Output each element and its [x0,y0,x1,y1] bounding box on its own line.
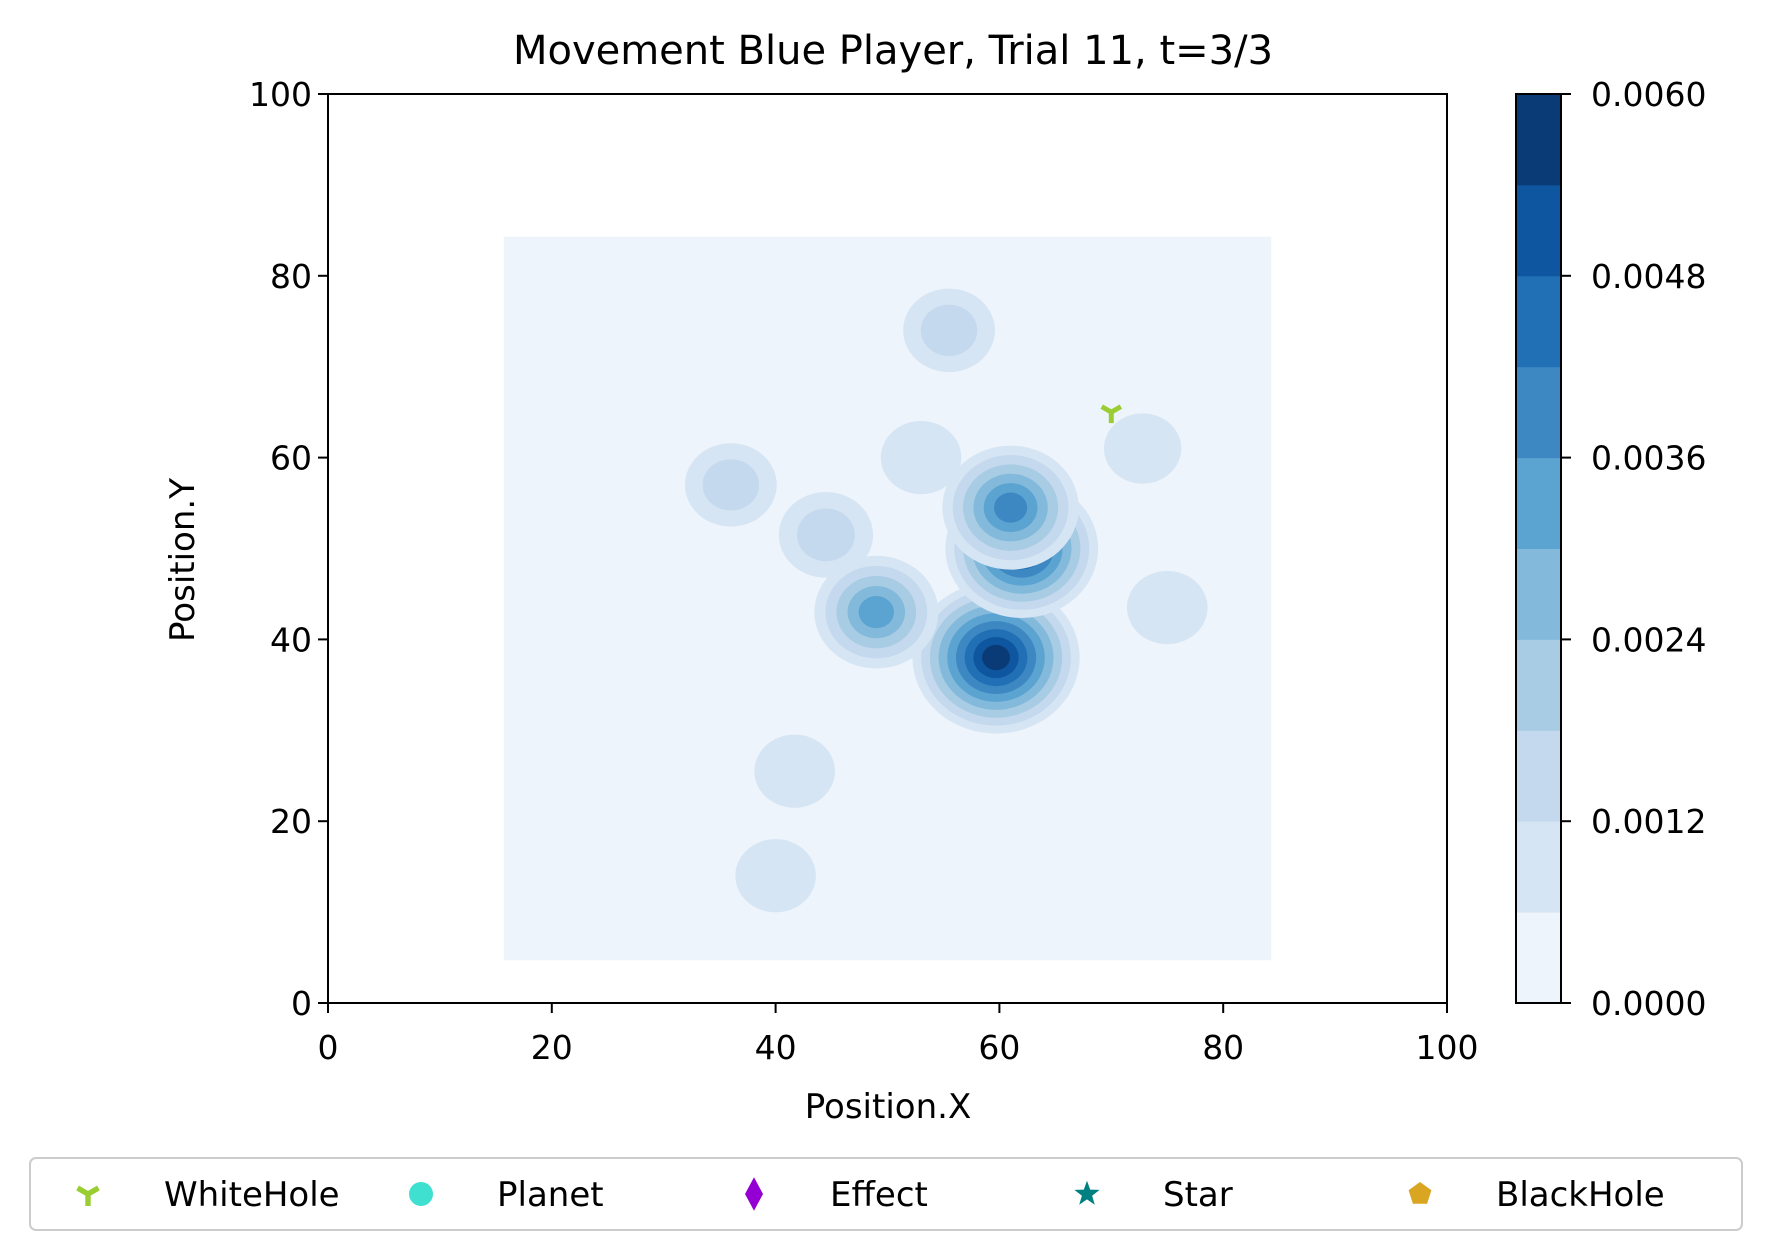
density-peak [814,555,939,669]
colorbar-tick-label: 0.0036 [1591,439,1706,478]
density-peak [1103,413,1182,484]
density-contour [880,420,962,495]
density-contour [702,459,760,511]
y-axis-label: Position.Y [163,478,203,642]
legend-frame [29,1157,1743,1231]
plot-frame [327,93,1448,1004]
density-contour [920,304,978,357]
colorbar-tick-label: 0.0048 [1591,257,1706,296]
density-contour [735,839,816,913]
x-tick-label: 20 [531,1028,573,1067]
colorbar-tick-label: 0.0000 [1591,984,1706,1023]
colorbar-band [1516,366,1561,459]
legend-label: BlackHole [1496,1175,1665,1215]
colorbar-band [1516,94,1561,186]
chart-title: Movement Blue Player, Trial 11, t=3/3 [513,28,1273,74]
density-peak [684,443,777,527]
x-tick-label: 80 [1202,1028,1244,1067]
legend-label: WhiteHole [164,1175,340,1215]
y-tick-label: 100 [249,75,312,114]
colorbar-band [1516,821,1561,913]
x-axis-ticks: 0 20 40 60 80 100 [318,1003,1479,1067]
density-peak [912,581,1080,734]
plot-area: 0 20 40 60 80 100 0 20 40 60 80 100 [249,75,1479,1067]
density-peak [1126,570,1208,645]
colorbar-band [1516,730,1561,822]
y-tick-label: 60 [270,439,312,478]
colorbar-frame [1515,93,1562,1004]
legend-entry-blackhole: BlackHole [1408,1175,1665,1215]
x-tick-label: 40 [755,1028,797,1067]
density-peak [903,288,995,373]
density-peak [942,445,1079,570]
colorbar-band [1516,457,1561,549]
legend-label: Effect [830,1175,928,1215]
x-tick-label: 100 [1416,1028,1479,1067]
density-contour [796,508,855,562]
density-contours [684,288,1208,913]
y-axis-ticks: 0 20 40 60 80 100 [249,75,328,1023]
x-axis-label: Position.X [805,1087,971,1127]
y-tick-label: 40 [270,620,312,659]
legend-entry-effect: Effect [745,1175,928,1215]
colorbar: 0.0000 0.0012 0.0024 0.0036 0.0048 0.0060 [1515,75,1706,1023]
legend-entry-whitehole: WhiteHole [76,1175,340,1215]
density-peak [778,492,874,578]
density-peak [735,839,816,913]
colorbar-band [1516,912,1561,1004]
density-contour [1103,413,1182,484]
density-peak [880,420,962,495]
x-tick-label: 0 [318,1028,339,1067]
colorbar-band [1516,275,1561,368]
density-peak [754,734,835,808]
y-tick-label: 20 [270,802,312,841]
density-contour [754,734,835,808]
colorbar-band [1516,639,1561,731]
colorbar-tick-label: 0.0060 [1591,75,1706,114]
density-contour [994,492,1028,523]
colorbar-band [1516,548,1561,640]
x-tick-label: 60 [978,1028,1020,1067]
marker-whitehole [1100,404,1123,424]
legend: WhiteHole Planet Effect Star BlackHole [29,1157,1743,1231]
density-contour [982,644,1010,671]
density-contour [1126,570,1208,645]
legend-entry-star: Star [1074,1175,1233,1215]
density-contour [858,596,895,629]
y-tick-label: 0 [291,984,312,1023]
legend-entry-planet: Planet [409,1175,604,1215]
object-markers [1100,404,1123,424]
y-tick-label: 80 [270,257,312,296]
legend-label: Star [1163,1175,1233,1215]
colorbar-band [1516,184,1561,277]
colorbar-tick-label: 0.0024 [1591,620,1706,659]
legend-label: Planet [497,1175,604,1215]
colorbar-tick-label: 0.0012 [1591,802,1706,841]
